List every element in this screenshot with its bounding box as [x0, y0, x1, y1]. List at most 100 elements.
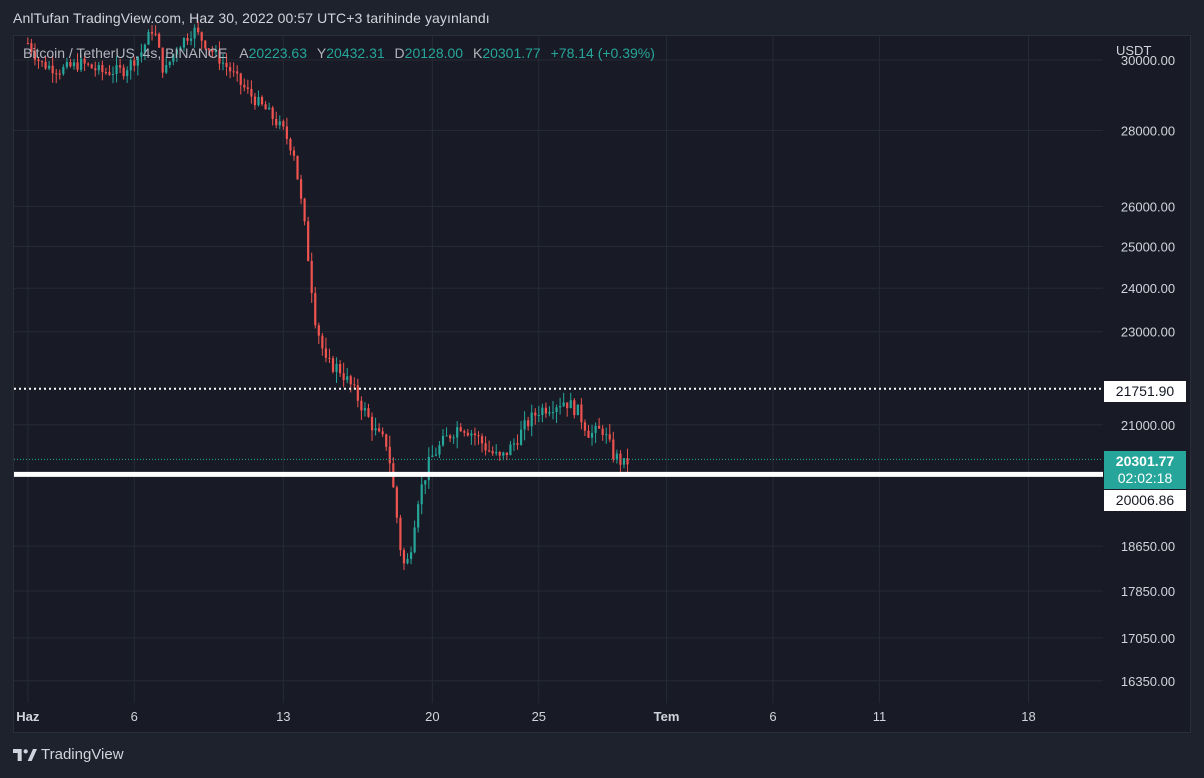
price-tick-label: 23000.00 [1121, 325, 1175, 340]
candle-body [126, 70, 129, 77]
candle-body [143, 44, 147, 53]
price-tick-label: 17050.00 [1121, 631, 1175, 646]
last-price-value: 20301.77 [1115, 453, 1175, 469]
time-tick-label: 20 [425, 709, 439, 724]
candle-body [388, 446, 391, 464]
candle-body [243, 84, 246, 88]
candle-body [218, 50, 221, 64]
candle-body [87, 63, 90, 65]
candle-body [473, 433, 477, 436]
candle-body [147, 32, 150, 45]
candle-body [580, 404, 583, 423]
candle-body [90, 64, 93, 69]
candle-body [615, 453, 618, 460]
candle-body [590, 432, 594, 438]
candle-body [622, 458, 626, 465]
candle-body [253, 96, 257, 106]
candle-body [37, 59, 40, 62]
candle-body [456, 427, 459, 438]
candle-body [260, 96, 264, 105]
candle-body [441, 435, 445, 446]
candle-body [48, 65, 51, 69]
candle-body [51, 65, 54, 74]
candle-body [417, 504, 420, 528]
publisher-caption: AnlTufan TradingView.com, Haz 30, 2022 0… [13, 10, 490, 26]
candle-body [338, 363, 342, 374]
candle-body [211, 49, 214, 53]
open-value: 20223.63 [248, 45, 308, 61]
candle-body [573, 400, 576, 416]
price-axis: 30000.00 28000.00 26000.00 25000.00 24000.00… [1121, 53, 1175, 689]
candle-body [466, 432, 469, 436]
candle-body [541, 407, 544, 416]
candle-body [381, 431, 384, 435]
candle-body [118, 65, 122, 68]
candle-body [55, 73, 58, 75]
candle-body [122, 67, 125, 77]
candle-body [335, 363, 338, 372]
candle-body [30, 43, 33, 52]
price-tick-label: 16350.00 [1121, 674, 1175, 689]
candle-body [115, 65, 118, 74]
chart-pane[interactable] [13, 35, 1191, 733]
time-axis: Haz 6 13 20 25 Tem 6 11 18 [16, 709, 1035, 724]
candle-body [356, 385, 359, 401]
grid-lines [14, 36, 1103, 703]
candle-body [214, 50, 218, 53]
candle-body [427, 456, 430, 481]
candle-body [530, 412, 533, 427]
candle-body [40, 61, 44, 63]
candle-body [97, 64, 100, 71]
candle-body [285, 126, 288, 139]
currency-label[interactable]: USDT [1116, 43, 1152, 58]
candle-body [257, 96, 260, 106]
candle-body [76, 62, 79, 70]
candle-body [299, 179, 303, 199]
symbol-title[interactable]: Bitcoin / TetherUS, 4s, BINANCE [23, 45, 228, 61]
symbol-legend: Bitcoin / TetherUS, 4s, BINANCE A20223.6… [23, 45, 655, 61]
candle-body [111, 73, 115, 75]
candle-body [182, 37, 186, 48]
candle-body [558, 406, 562, 408]
candle-body [328, 357, 331, 359]
price-tick-label: 24000.00 [1121, 281, 1175, 296]
candle-body [519, 429, 523, 445]
candle-body [399, 517, 402, 551]
candle-body [292, 150, 296, 156]
candle-body [438, 445, 441, 455]
candle-body [608, 434, 611, 440]
candle-body [104, 72, 108, 74]
candle-body [278, 121, 281, 126]
candle-body [175, 49, 178, 55]
candle-body [367, 408, 370, 417]
change-value: +78.14 (+0.39%) [550, 45, 655, 61]
candle-body [101, 64, 104, 73]
candle-body [498, 452, 501, 456]
candle-body [264, 104, 267, 110]
candle-body [58, 73, 61, 75]
candle-body [246, 87, 249, 89]
close-value: 20301.77 [482, 45, 541, 61]
candle-body [509, 444, 512, 456]
high-label: Y [316, 45, 327, 61]
candle-body [133, 60, 136, 66]
candle-body [197, 27, 200, 33]
horizontal-lines [14, 387, 1103, 477]
low-label: D [394, 45, 405, 61]
candle-body [221, 62, 225, 64]
footer-brand[interactable]: TradingView [13, 746, 124, 763]
time-tick-label: 11 [873, 709, 887, 724]
time-tick-label: 13 [276, 709, 290, 724]
candle-body [296, 155, 299, 180]
candle-body [566, 402, 569, 409]
candle-body [484, 443, 487, 451]
candle-body [406, 558, 409, 564]
candle-body [523, 420, 526, 430]
candlestick-series [26, 21, 629, 571]
candle-body [189, 38, 193, 41]
candle-body [207, 48, 210, 50]
candle-body [232, 71, 235, 73]
candle-body [502, 452, 505, 456]
candle-body [477, 435, 480, 437]
